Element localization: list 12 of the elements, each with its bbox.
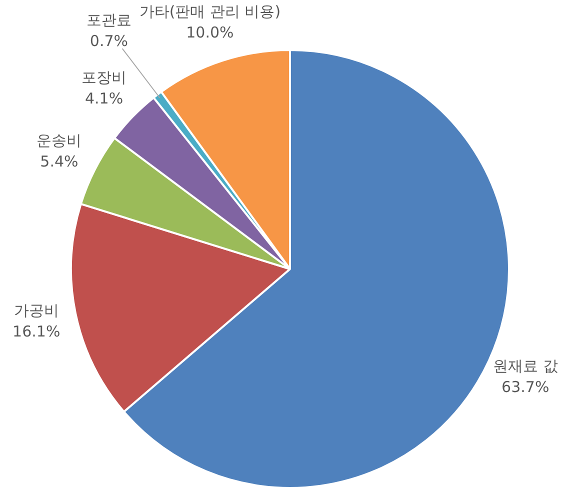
data-label: 4.1% — [84, 90, 124, 108]
data-label: 0.7% — [90, 32, 128, 50]
slice-label: 포관료 — [86, 10, 132, 29]
data-label: 10.0% — [186, 24, 234, 42]
data-label: 5.4% — [40, 152, 78, 170]
data-label: 63.7% — [502, 378, 550, 396]
slice-label: 가타(판매 관리 비용) — [139, 2, 281, 21]
data-label: 16.1% — [12, 322, 60, 340]
slice-label: 원재료 값 — [492, 356, 558, 375]
slice-label: 포장비 — [82, 68, 127, 87]
slice-label: 가공비 — [14, 301, 59, 320]
slice-label: 운송비 — [36, 131, 82, 150]
